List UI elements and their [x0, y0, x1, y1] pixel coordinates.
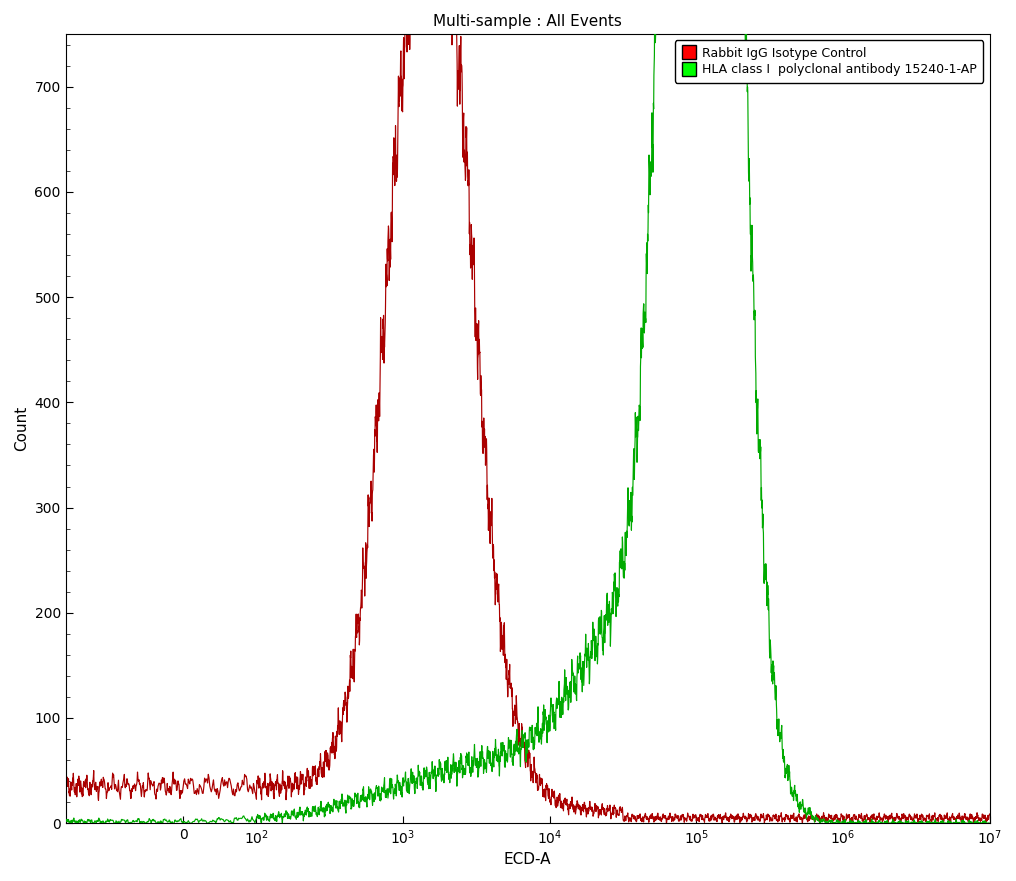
Title: Multi-sample : All Events: Multi-sample : All Events [433, 14, 622, 29]
Legend: Rabbit IgG Isotype Control, HLA class I  polyclonal antibody 15240-1-AP: Rabbit IgG Isotype Control, HLA class I … [675, 41, 983, 83]
X-axis label: ECD-A: ECD-A [504, 852, 552, 867]
Y-axis label: Count: Count [14, 406, 28, 451]
